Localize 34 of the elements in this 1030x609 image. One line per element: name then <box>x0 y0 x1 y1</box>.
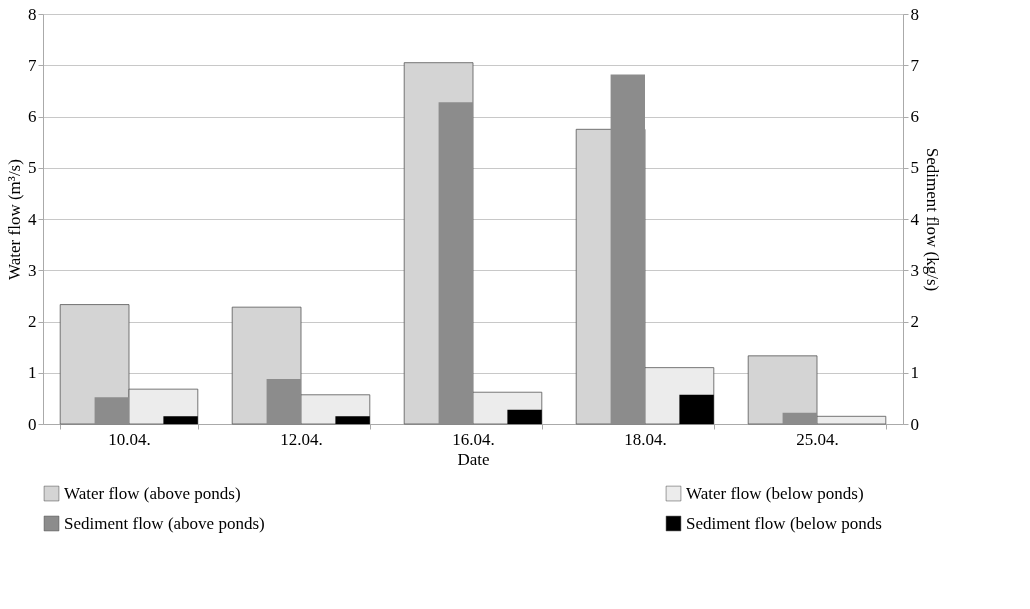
x-axis-title: Date <box>457 449 490 469</box>
y2-tick-label: 8 <box>910 4 919 24</box>
bar <box>679 394 714 424</box>
legend-label: Sediment flow (above ponds) <box>64 513 265 533</box>
y-tick-label: 7 <box>28 55 37 75</box>
y-tick-label: 8 <box>28 4 37 24</box>
bar <box>335 416 370 424</box>
y-tick-label: 0 <box>28 414 37 434</box>
y-tick-label: 1 <box>28 363 37 383</box>
x-tick-label: 10.04. <box>108 429 151 449</box>
y-tick-label: 2 <box>28 312 37 331</box>
y2-tick-label: 0 <box>910 414 919 434</box>
x-tick-label: 18.04. <box>624 429 667 449</box>
legend-label: Sediment flow (below ponds <box>686 513 882 533</box>
y2-tick-label: 7 <box>910 55 920 75</box>
x-tick-label: 25.04. <box>796 429 839 449</box>
y2-tick-label: 3 <box>910 260 919 280</box>
y-tick-label: 6 <box>28 107 37 126</box>
y2-tick-label: 6 <box>910 107 919 126</box>
y2-tick-label: 4 <box>910 209 920 229</box>
legend-label: Water flow (above ponds) <box>64 483 241 503</box>
bar <box>163 416 198 424</box>
legend-label: Water flow (below ponds) <box>686 483 864 503</box>
y2-tick-label: 1 <box>910 363 919 383</box>
y2-axis-title: Sediment flow (kg/s) <box>923 147 942 292</box>
y2-tick-label: 2 <box>910 312 919 331</box>
y-axis-title: Water flow (m³/s) <box>5 159 24 280</box>
y-tick-label: 3 <box>28 260 37 280</box>
y2-tick-label: 5 <box>910 158 919 178</box>
x-tick-label: 16.04. <box>452 429 495 449</box>
bar <box>507 409 542 424</box>
y-tick-label: 5 <box>28 158 37 178</box>
y-tick-label: 4 <box>28 209 37 229</box>
x-tick-label: 12.04. <box>280 429 323 449</box>
